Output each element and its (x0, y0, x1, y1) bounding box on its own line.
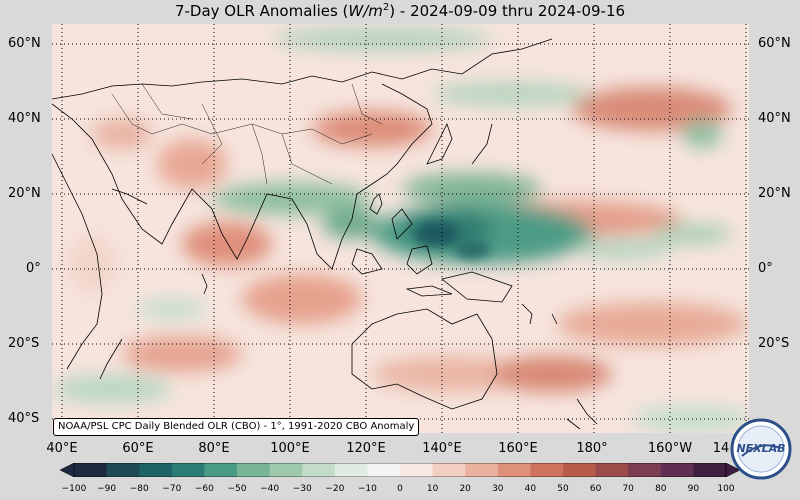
lat-label-left: 20°N (8, 186, 41, 201)
colorbar-segment (530, 463, 564, 477)
colorbar-tick-label: 20 (459, 484, 471, 494)
colorbar-tick-label: −50 (227, 484, 247, 494)
lat-label-left: 40°N (8, 111, 41, 126)
colorbar-segment (367, 463, 401, 477)
colorbar-segment (139, 463, 173, 477)
lat-label-right: 40°N (758, 111, 791, 126)
lat-label-left: 0° (26, 261, 41, 276)
colorbar-tick-label: −90 (97, 484, 117, 494)
lon-label: 14 (712, 441, 730, 456)
colorbar-tick-label: 50 (557, 484, 569, 494)
title-unit-exponent: 2 (382, 2, 390, 13)
lon-label: 60°E (122, 441, 154, 456)
colorbar-tick-label: 30 (492, 484, 504, 494)
colorbar-segment (334, 463, 368, 477)
title-prefix: 7-Day OLR Anomalies ( (174, 2, 349, 20)
colorbar-tick-label: −80 (129, 484, 149, 494)
colorbar-tick-label: −20 (325, 484, 345, 494)
title-suffix: ) - 2024-09-09 thru 2024-09-16 (389, 2, 626, 20)
colorbar-tick-label: 40 (524, 484, 537, 494)
lat-label-left: 60°N (8, 36, 41, 51)
lat-label-right: 20°S (758, 336, 790, 351)
colorbar-scale (59, 462, 741, 478)
lon-label: 180° (576, 441, 608, 456)
graticule (52, 24, 749, 433)
colorbar-tick-label: 60 (589, 484, 602, 494)
lon-label: 120°E (346, 441, 386, 456)
colorbar-segment (432, 463, 466, 477)
logo-text: NEXLAB (736, 442, 785, 455)
colorbar-segment (106, 463, 140, 477)
colorbar-tick-label: −60 (194, 484, 214, 494)
colorbar-tick-label: −10 (357, 484, 377, 494)
borders (111, 83, 383, 185)
colorbar-segment (237, 463, 271, 477)
colorbar-segment (465, 463, 499, 477)
colorbar-segment (595, 463, 629, 477)
colorbar-segment (204, 463, 238, 477)
colorbar-segment (628, 463, 662, 477)
colorbar-segment (563, 463, 597, 477)
colorbar-segment (74, 463, 108, 477)
colorbar-segment (269, 463, 303, 477)
lat-label-right: 0° (758, 261, 773, 276)
colorbar-segment (400, 463, 434, 477)
colorbar-tick-label: −30 (292, 484, 312, 494)
map-canvas (52, 24, 749, 433)
lon-label: 40°E (46, 441, 78, 456)
colorbar-segment (302, 463, 336, 477)
colorbar-tick-label: −40 (260, 484, 280, 494)
coastlines (52, 38, 598, 430)
colorbar-tick-label: 10 (426, 484, 439, 494)
colorbar-tick-label: −70 (162, 484, 182, 494)
colorbar-tick-label: 70 (622, 484, 634, 494)
colorbar-segment (171, 463, 205, 477)
lon-label: 140°E (422, 441, 462, 456)
anomaly-core (415, 222, 490, 259)
lon-label: 100°E (270, 441, 310, 456)
lat-label-left: 20°S (8, 336, 40, 351)
map-title: 7-Day OLR Anomalies (W/m2) - 2024-09-09 … (0, 0, 800, 24)
data-source-credit: NOAA/PSL CPC Daily Blended OLR (CBO) - 1… (53, 418, 420, 436)
lon-label: 160°W (647, 441, 693, 456)
colorbar-segment (660, 463, 694, 477)
colorbar-tick-label: 0 (397, 484, 403, 494)
colorbar-segment (497, 463, 531, 477)
colorbar-segment (693, 463, 727, 477)
olr-anomaly-map (52, 24, 749, 433)
colorbar-min-extend (59, 462, 75, 478)
colorbar-tick-label: 90 (687, 484, 700, 494)
colorbar-tick-label: 100 (717, 484, 735, 494)
lat-label-right: 60°N (758, 36, 791, 51)
lon-label: 80°E (198, 441, 230, 456)
lat-label-right: 20°N (758, 186, 791, 201)
title-unit: W/m (348, 2, 383, 20)
colorbar-tick-label: −100 (61, 484, 87, 494)
colorbar-tick-label: 80 (655, 484, 667, 494)
nexlab-logo: NEXLAB (730, 418, 792, 480)
lat-label-left: 40°S (8, 411, 40, 426)
lon-label: 160°E (498, 441, 538, 456)
colorbar (59, 462, 741, 478)
